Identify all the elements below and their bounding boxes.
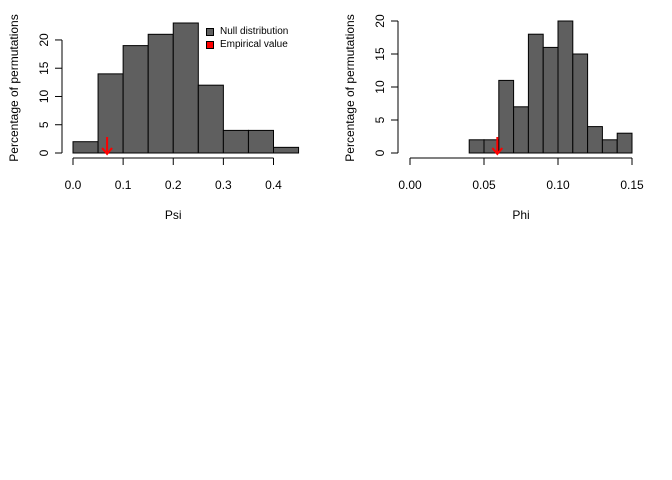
psi-y-tick-label: 0 bbox=[37, 149, 51, 156]
psi-x-tick-label: 0.1 bbox=[115, 178, 132, 192]
legend-swatch-empirical bbox=[206, 40, 214, 49]
legend-label-empirical: Empirical value bbox=[220, 39, 288, 50]
phi-bar bbox=[587, 126, 603, 154]
psi-histogram-panel: 0.0 0.1 0.2 0.3 0.4 0 5 10 15 20 Psi Percentage of … bbox=[7, 14, 300, 222]
phi-bar bbox=[498, 79, 515, 154]
psi-bar bbox=[273, 146, 300, 154]
phi-y-tick-label: 20 bbox=[373, 14, 387, 28]
phi-bar bbox=[572, 53, 589, 154]
phi-y-tick-label: 0 bbox=[373, 149, 387, 156]
psi-bar bbox=[122, 45, 149, 154]
psi-x-tick-label: 0.2 bbox=[165, 178, 182, 192]
legend-label-null: Null distribution bbox=[220, 26, 289, 37]
psi-y-tick-label: 10 bbox=[37, 89, 51, 103]
phi-y-axis-title: Percentage of permutations bbox=[343, 14, 357, 161]
phi-bar bbox=[513, 106, 529, 154]
psi-bar bbox=[222, 129, 249, 154]
phi-bar bbox=[468, 139, 485, 154]
phi-bar bbox=[542, 46, 559, 154]
psi-bar bbox=[147, 33, 174, 154]
psi-y-tick-label: 20 bbox=[37, 33, 51, 47]
phi-x-tick-label: 0.00 bbox=[398, 178, 422, 192]
phi-empirical-arrow-head bbox=[491, 147, 504, 156]
psi-y-tick-label: 5 bbox=[37, 121, 51, 128]
phi-y-tick-label: 15 bbox=[373, 47, 387, 61]
phi-bar bbox=[601, 139, 618, 154]
phi-y-tick-label: 5 bbox=[373, 116, 387, 123]
psi-x-tick-label: 0.4 bbox=[265, 178, 282, 192]
phi-bar bbox=[527, 33, 544, 154]
psi-bar bbox=[247, 129, 274, 154]
phi-x-tick-label: 0.05 bbox=[472, 178, 496, 192]
psi-empirical-arrow-head bbox=[101, 147, 113, 156]
legend: Null distribution Empirical value bbox=[206, 25, 288, 51]
phi-x-tick-label: 0.10 bbox=[546, 178, 570, 192]
psi-x-tick-label: 0.0 bbox=[65, 178, 82, 192]
psi-bar bbox=[72, 141, 99, 154]
psi-x-tick-label: 0.3 bbox=[215, 178, 232, 192]
legend-item-empirical: Empirical value bbox=[206, 38, 288, 51]
psi-bar bbox=[197, 84, 224, 154]
psi-y-tick-label: 15 bbox=[37, 61, 51, 75]
phi-y-tick-label: 10 bbox=[373, 80, 387, 94]
legend-item-null: Null distribution bbox=[206, 25, 288, 38]
psi-bar bbox=[97, 73, 124, 154]
phi-x-tick-label: 0.15 bbox=[620, 178, 644, 192]
psi-x-axis-title: Psi bbox=[165, 208, 182, 222]
phi-bar bbox=[616, 132, 633, 154]
psi-y-axis-title: Percentage of permutations bbox=[7, 14, 21, 161]
phi-histogram-panel: 0.00 0.05 0.10 0.15 0 5 10 15 20 Phi Percentage of… bbox=[343, 14, 644, 222]
phi-x-axis-title: Phi bbox=[512, 208, 529, 222]
legend-swatch-null bbox=[206, 27, 214, 36]
phi-bar bbox=[557, 20, 574, 154]
psi-bar bbox=[172, 22, 199, 154]
